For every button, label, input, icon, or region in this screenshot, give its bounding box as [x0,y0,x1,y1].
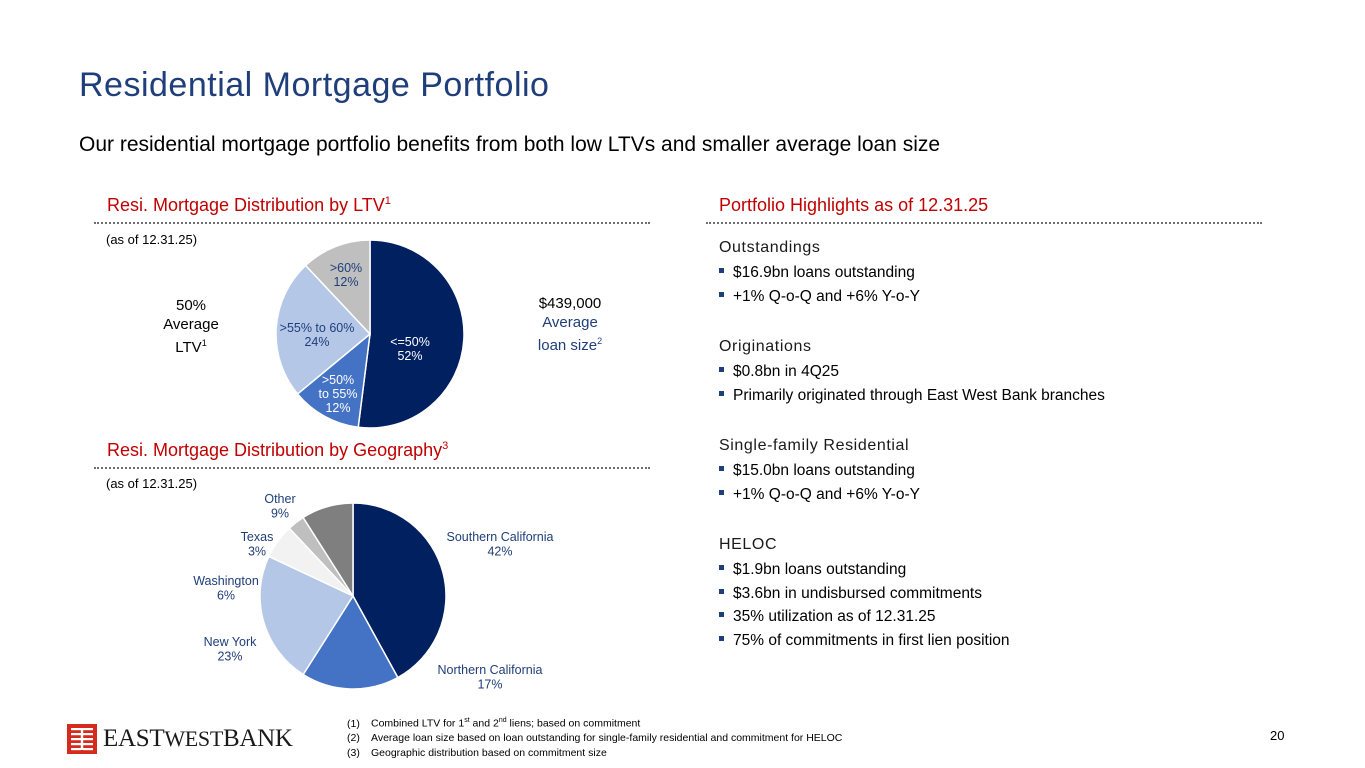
ltv-pie-slice-60 [304,239,371,336]
page-number: 20 [1270,728,1285,743]
average-ltv-value: 50% [175,297,207,314]
geo-pie-label: Other 9% [264,492,295,521]
ltv-as-of: (as of 12.31.25) [106,232,198,247]
average-ltv-label-1: Average [163,316,219,333]
bullet-icon [719,565,724,571]
ltv-pie-slice-50-to-55 [296,332,371,429]
geo-divider [94,467,650,469]
ltv-pie-label: >55% to 60% 24% [280,321,355,349]
highlight-item: Primarily originated through East West B… [719,387,1105,405]
average-loan-size-value: $439,000 [538,295,602,312]
average-loan-size-callout: $439,000 Average loan size2 [515,294,625,355]
average-loan-size-label-2: loan size2 [537,336,603,354]
highlights-divider [706,222,1262,224]
highlight-group-heading: Originations [719,338,812,355]
page-subtitle: Our residential mortgage portfolio benef… [79,133,941,156]
east-west-bank-logo-icon [67,724,97,754]
geo-pie-label: Southern California 42% [446,530,553,559]
highlight-item: $1.9bn loans outstanding [719,561,906,579]
bullet-icon [719,612,724,618]
ltv-pie-slice-50 [357,239,465,429]
ltv-pie-label: <=50% 52% [390,335,430,363]
bullet-icon [719,489,724,495]
footnote-1: (1) Combined LTV for 1st and 2nd liens; b… [347,717,641,730]
company-logo: EASTWESTBANK [67,724,293,754]
ltv-pie-label: >60% 12% [330,261,362,289]
highlight-item: +1% Q-o-Q and +6% Y-o-Y [719,486,920,504]
highlight-group-heading: HELOC [719,536,778,553]
geo-as-of: (as of 12.31.25) [106,476,198,491]
highlight-item: $16.9bn loans outstanding [719,264,915,282]
geo-pie-label: Texas 3% [241,530,274,559]
average-ltv-label-2: LTV1 [175,338,207,356]
ltv-pie-slice-55-to-60 [275,264,372,395]
ltv-section-heading: Resi. Mortgage Distribution by LTV1 [107,195,391,215]
footnotes: (1) Combined LTV for 1st and 2nd liens; b… [347,714,842,760]
highlight-group-heading: Single-family Residential [719,437,910,454]
highlight-item: $3.6bn in undisbursed commitments [719,585,982,603]
average-ltv-callout: 50% Average LTV1 [141,296,241,357]
geo-pie-slice-other [302,502,354,599]
bullet-icon [719,466,724,472]
geo-pie-slice-southern-california [352,502,447,679]
page-title: Residential Mortgage Portfolio [79,66,550,104]
bullet-icon [719,367,724,373]
highlight-item: +1% Q-o-Q and +6% Y-o-Y [719,288,920,306]
bullet-icon [719,268,724,274]
footnote-3: (3) Geographic distribution based on comm… [347,746,607,759]
bullet-icon [719,390,724,396]
highlight-item: $15.0bn loans outstanding [719,462,915,480]
highlight-item: 35% utilization as of 12.31.25 [719,608,936,626]
geo-pie-label: Washington 6% [193,574,259,603]
bullet-icon [719,588,724,594]
average-loan-size-label-1: Average [542,314,598,331]
geo-pie-label: Northern California 17% [438,663,543,692]
highlight-item: $0.8bn in 4Q25 [719,363,839,381]
footnote-2: (2) Average loan size based on loan outst… [347,732,843,744]
highlight-item: 75% of commitments in first lien positio… [719,632,1010,650]
geo-section-heading: Resi. Mortgage Distribution by Geography… [107,440,449,460]
ltv-pie-label: >50% to 55% 12% [319,373,358,415]
geo-pie-slice-new-york [259,555,355,676]
geo-pie-label: New York 23% [204,635,258,664]
ltv-divider [94,222,650,224]
logo-wordmark: EASTWESTBANK [103,725,293,752]
highlight-group-heading: Outstandings [719,239,821,256]
bullet-icon [719,291,724,297]
bullet-icon [719,635,724,641]
geo-pie-slice-northern-california [302,594,399,690]
highlights-heading: Portfolio Highlights as of 12.31.25 [719,195,989,215]
